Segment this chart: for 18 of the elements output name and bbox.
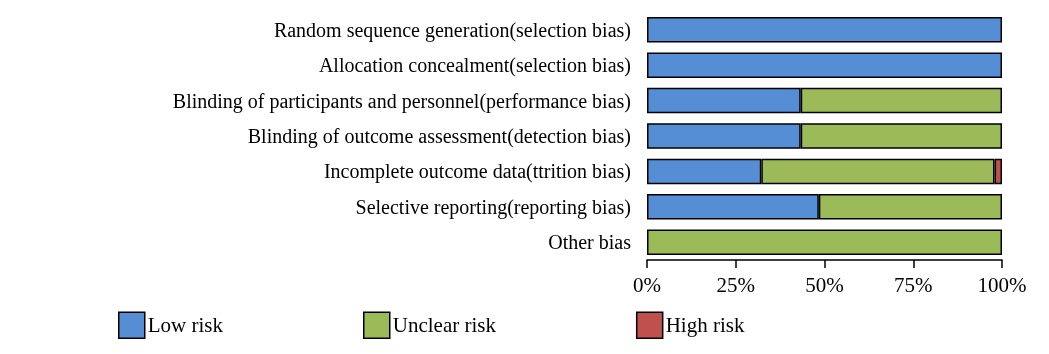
y-tick-label: Incomplete outcome data(ttrition bias) <box>323 160 631 184</box>
legend-label: Low risk <box>147 313 224 338</box>
y-tick-label: Blinding of outcome assessment(detection bias) <box>247 125 631 148</box>
y-tick-label: Selective reporting(reporting bias) <box>355 195 631 219</box>
x-tick-label: 50% <box>805 272 844 297</box>
x-tick-label: 0% <box>633 272 661 297</box>
x-tick-label: 25% <box>716 272 755 297</box>
x-tick-label: 75% <box>894 272 933 297</box>
x-tick-label: 100% <box>977 272 1027 297</box>
y-tick-label: Random sequence generation(selection bias) <box>273 18 631 42</box>
y-tick-label: Blinding of participants and personnel(performance bias) <box>172 89 631 113</box>
y-tick-label: Allocation concealment(selection bias) <box>318 54 631 78</box>
legend-label: High risk <box>665 313 745 338</box>
bar <box>647 52 1002 78</box>
bar <box>647 16 1002 43</box>
bar <box>647 229 1002 256</box>
legend-label: Unclear risk <box>392 313 497 338</box>
y-tick-label: Other bias <box>548 231 632 254</box>
